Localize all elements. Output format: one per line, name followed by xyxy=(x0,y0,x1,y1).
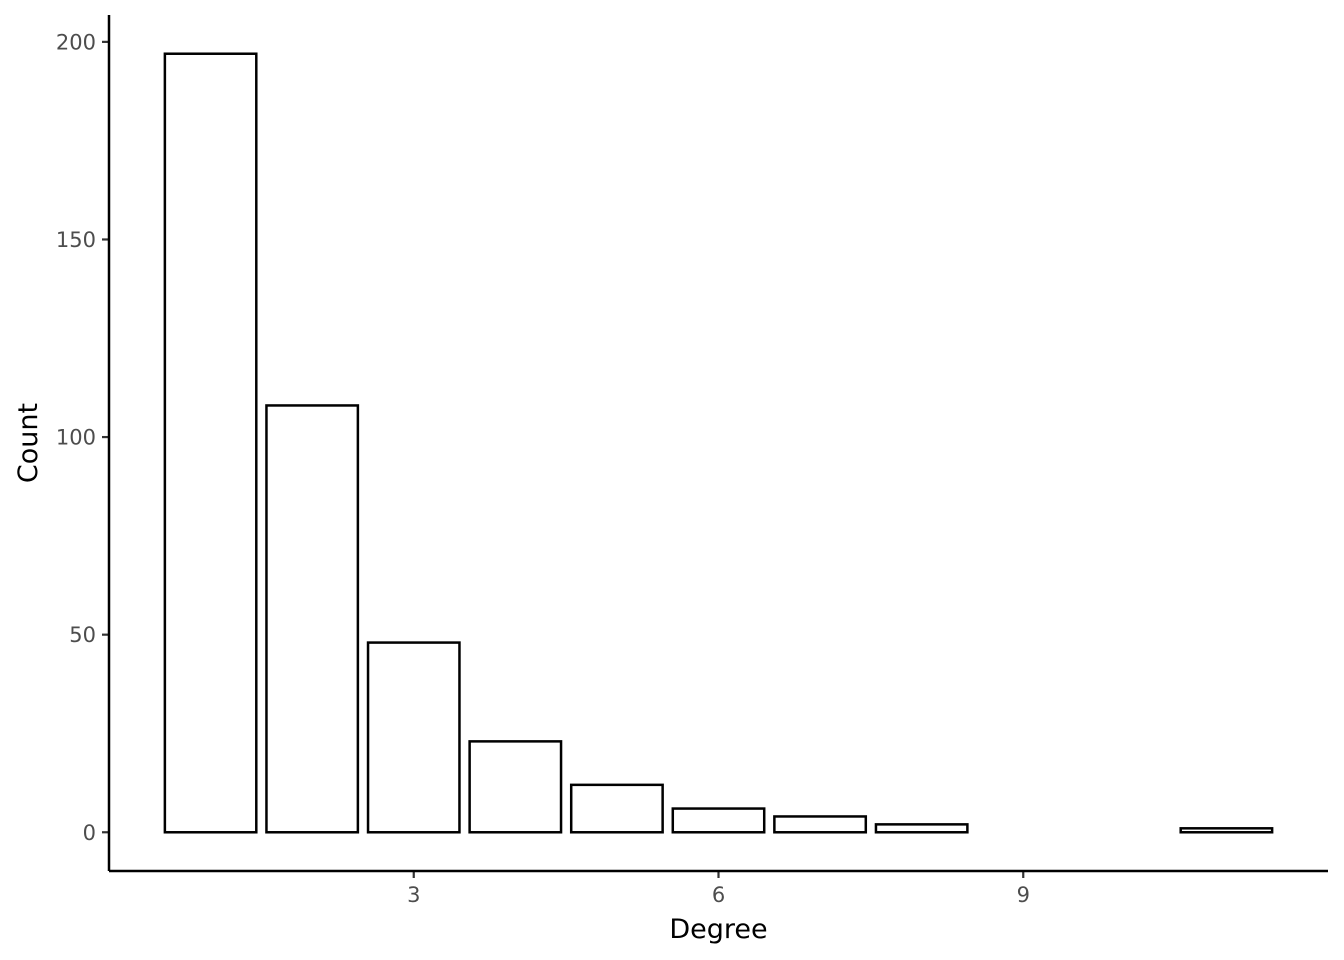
bar-degree-3 xyxy=(366,641,461,834)
y-tick-label: 100 xyxy=(56,426,96,450)
bar-degree-4 xyxy=(468,740,563,834)
bar-degree-11 xyxy=(1179,827,1274,834)
bar-degree-1 xyxy=(163,52,258,834)
bar-degree-5 xyxy=(569,783,664,834)
x-tick-label: 9 xyxy=(1017,883,1030,907)
x-tick-label: 6 xyxy=(712,883,725,907)
bar-degree-6 xyxy=(671,807,766,834)
y-tick-label: 50 xyxy=(69,623,96,647)
y-tick-label: 200 xyxy=(56,30,96,54)
bars-group xyxy=(163,52,1274,834)
x-axis-ticks: 3 6 9 xyxy=(407,871,1030,907)
bar-degree-2 xyxy=(265,404,360,834)
y-axis-ticks: 0 50 100 150 200 xyxy=(56,30,109,845)
bar-degree-8 xyxy=(874,823,969,834)
y-tick-label: 0 xyxy=(83,821,96,845)
y-tick-label: 150 xyxy=(56,228,96,252)
x-tick-label: 3 xyxy=(407,883,420,907)
y-axis-title: Count xyxy=(13,403,44,483)
bar-degree-7 xyxy=(773,815,868,834)
x-axis-title: Degree xyxy=(669,914,767,945)
